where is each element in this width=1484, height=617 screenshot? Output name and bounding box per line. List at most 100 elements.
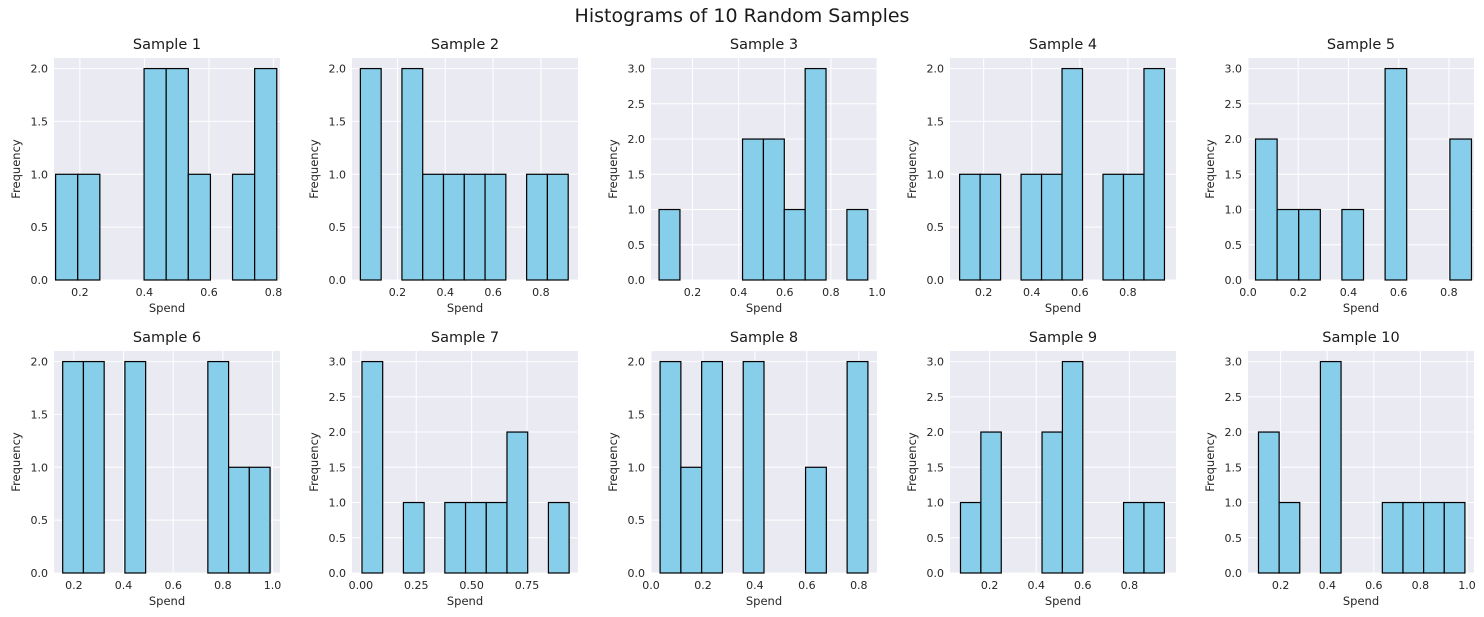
y-tick-label: 1.0 [329,168,347,181]
histogram-bar [484,173,507,281]
y-tick-label: 2.0 [927,63,945,76]
x-tick-label: 0.8 [1121,579,1139,592]
y-tick-label: 1.0 [31,461,49,474]
histogram-bar [1040,173,1063,281]
y-tick-label: 1.0 [1225,497,1243,510]
y-tick-label: 3.0 [628,63,646,76]
histogram-bar [959,173,981,281]
x-tick-label: 0.4 [730,286,748,299]
histogram-bar [227,466,250,574]
y-tick-label: 0.5 [628,514,646,527]
x-tick-label: 0.8 [822,286,840,299]
x-axis-label: Spend [447,301,483,315]
y-tick-label: 0.5 [927,221,945,234]
histogram-bar [207,360,230,574]
x-tick-label: 0.2 [389,286,407,299]
y-tick-label: 1.5 [329,461,347,474]
histogram-bar [1061,67,1084,281]
x-tick-label: 1.0 [868,286,886,299]
histogram-bar [1381,501,1404,574]
y-tick-label: 3.0 [329,356,347,369]
y-tick-label: 0.5 [329,532,347,545]
x-tick-label: 0.2 [981,579,999,592]
y-tick-label: 0.5 [628,239,646,252]
x-tick-label: 0.6 [164,579,182,592]
histogram-bar [1122,501,1145,574]
histogram-bar [1122,173,1145,281]
histogram-bar [546,173,569,281]
x-tick-label: 0.8 [214,579,232,592]
y-tick-label: 2.0 [628,133,646,146]
y-axis-label: Frequency [9,139,23,199]
histogram-bar [359,67,382,281]
x-tick-label: 0.4 [1340,286,1358,299]
x-axis-label: Spend [1045,301,1081,315]
y-tick-label: 0.5 [329,221,347,234]
x-axis-label: Spend [447,594,483,608]
x-tick-label: 0.4 [1023,286,1041,299]
x-tick-label: 0.4 [746,579,764,592]
panel-title: Sample 9 [1029,330,1097,346]
histogram-bar [506,431,529,574]
y-axis-label: Frequency [1203,432,1217,492]
x-tick-label: 0.4 [1318,579,1336,592]
y-axis-label: Frequency [606,139,620,199]
y-tick-label: 1.5 [329,115,347,128]
panel-title: Sample 6 [133,330,201,346]
y-tick-label: 1.5 [927,115,945,128]
x-tick-label: 0.6 [1365,579,1383,592]
x-tick-label: 0.50 [459,579,484,592]
y-axis-label: Frequency [307,432,321,492]
y-tick-label: 2.0 [31,356,49,369]
y-tick-label: 2.5 [1225,98,1243,111]
histogram-bar [187,173,212,281]
x-tick-label: 0.2 [1272,579,1290,592]
histogram-bar [77,173,101,281]
histogram-bar [1143,67,1166,281]
x-tick-label: 0.8 [1440,286,1458,299]
y-tick-label: 1.5 [628,168,646,181]
histogram-bar [1278,501,1301,574]
x-tick-label: 0.4 [115,579,133,592]
panel-title: Sample 5 [1327,37,1395,53]
histogram-bar [526,173,549,281]
histogram-bar [783,208,806,281]
x-tick-label: 0.6 [776,286,794,299]
histogram-bar [659,360,682,574]
histogram-bar [1102,173,1125,281]
y-tick-label: 3.0 [1225,63,1243,76]
histogram-bar [1276,208,1300,281]
x-tick-label: 0.6 [484,286,502,299]
histogram-bar [1257,431,1280,574]
panel-title: Sample 7 [431,330,499,346]
y-tick-label: 1.0 [1225,204,1243,217]
y-tick-label: 2.0 [329,426,347,439]
x-axis-label: Spend [1343,301,1379,315]
y-tick-label: 1.0 [628,461,646,474]
histogram-bar [1449,138,1473,281]
y-tick-label: 0.0 [628,567,646,580]
y-tick-label: 0.0 [329,274,347,287]
x-tick-label: 0.2 [71,286,89,299]
histogram-bar [422,173,445,281]
y-tick-label: 0.0 [329,567,347,580]
histogram-bar [846,360,869,574]
y-tick-label: 0.0 [31,274,49,287]
histogram-bar [1402,501,1425,574]
x-tick-label: 0.8 [532,286,550,299]
y-tick-label: 0.0 [1225,567,1243,580]
x-tick-label: 0.8 [1119,286,1137,299]
histogram-bar [143,67,167,281]
x-tick-label: 0.6 [1390,286,1408,299]
x-tick-label: 0.4 [1027,579,1045,592]
histogram-bar [1143,501,1165,574]
histogram-bar [231,173,256,281]
x-axis-label: Spend [1045,594,1081,608]
y-tick-label: 1.0 [329,497,347,510]
x-axis-label: Spend [149,301,185,315]
y-tick-label: 2.0 [31,63,49,76]
y-tick-label: 2.0 [628,356,646,369]
x-tick-label: 1.0 [1458,579,1476,592]
